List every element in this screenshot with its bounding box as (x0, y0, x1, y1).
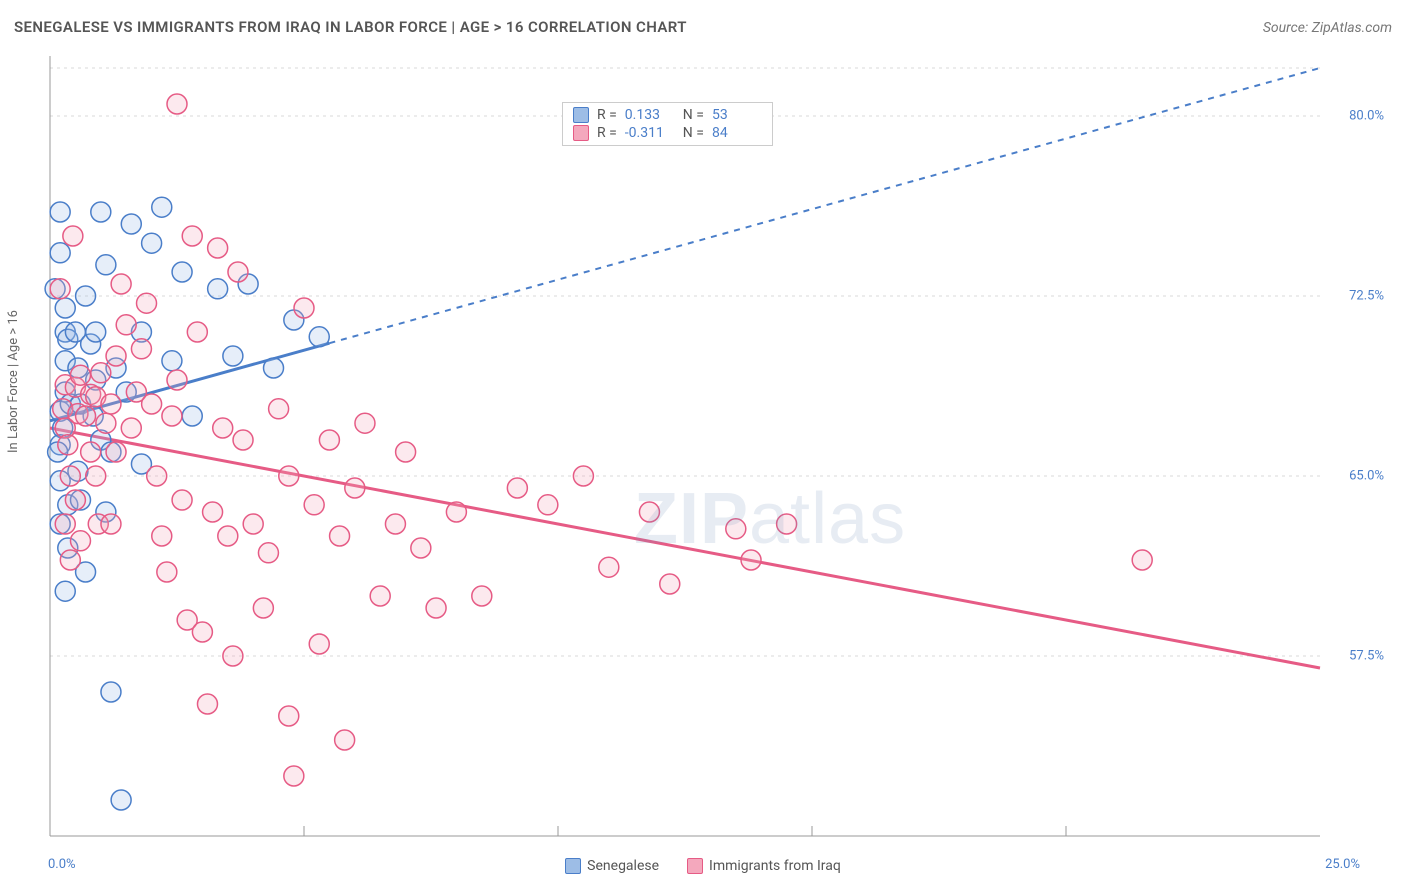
y-axis-label: In Labor Force | Age > 16 (6, 310, 21, 453)
chart-container: SENEGALESE VS IMMIGRANTS FROM IRAQ IN LA… (0, 0, 1406, 892)
header: SENEGALESE VS IMMIGRANTS FROM IRAQ IN LA… (14, 18, 1392, 36)
legend-swatch (573, 125, 589, 141)
y-tick-label: 57.5% (1349, 649, 1384, 664)
y-tick-label: 65.0% (1349, 469, 1384, 484)
y-tick-label: 80.0% (1349, 109, 1384, 124)
correlation-legend: R = 0.133 N = 53 R = -0.311 N = 84 (562, 102, 773, 146)
chart-title: SENEGALESE VS IMMIGRANTS FROM IRAQ IN LA… (14, 18, 687, 36)
series-legend: Senegalese Immigrants from Iraq (14, 858, 1392, 874)
x-tick-label: 0.0% (48, 857, 76, 872)
y-tick-label: 72.5% (1349, 289, 1384, 304)
legend-swatch (565, 858, 581, 874)
legend-label: Immigrants from Iraq (709, 858, 841, 874)
source-label: Source: ZipAtlas.com (1263, 20, 1392, 36)
n-value: 53 (712, 107, 762, 123)
scatter-plot-svg (14, 48, 1392, 878)
r-label: R = (597, 107, 617, 123)
legend-swatch (573, 107, 589, 123)
legend-item: Immigrants from Iraq (687, 858, 841, 874)
correlation-row: R = -0.311 N = 84 (573, 125, 762, 141)
legend-item: Senegalese (565, 858, 659, 874)
r-value: -0.311 (625, 125, 675, 141)
legend-swatch (687, 858, 703, 874)
r-label: R = (597, 125, 617, 141)
r-value: 0.133 (625, 107, 675, 123)
x-tick-label: 25.0% (1325, 857, 1360, 872)
legend-label: Senegalese (587, 858, 659, 874)
chart-area: In Labor Force | Age > 16 ZIPatlas R = 0… (14, 48, 1392, 878)
correlation-row: R = 0.133 N = 53 (573, 107, 762, 123)
n-label: N = (683, 125, 704, 141)
n-label: N = (683, 107, 704, 123)
n-value: 84 (712, 125, 762, 141)
